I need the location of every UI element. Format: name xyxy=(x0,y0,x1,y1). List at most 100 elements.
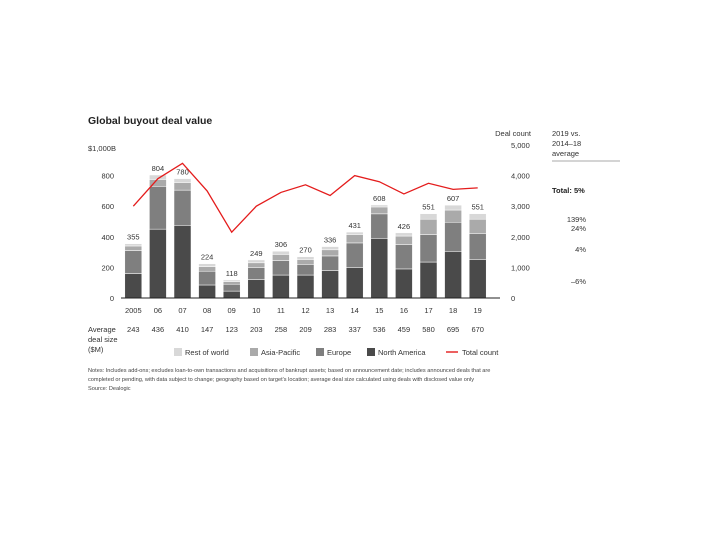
y-left-tick-2: 400 xyxy=(101,233,114,242)
comparison-north-america: –6% xyxy=(571,277,586,286)
avg-deal-size-2005: 243 xyxy=(127,325,140,334)
bar-total-label-09: 118 xyxy=(226,269,238,278)
x-tick-17: 17 xyxy=(424,306,432,315)
bar-north-america-2005 xyxy=(124,273,143,299)
x-tick-07: 07 xyxy=(178,306,186,315)
legend-swatch-north-america xyxy=(367,348,375,356)
y-right-tick-3: 3,000 xyxy=(511,202,530,211)
y-right-tick-4: 4,000 xyxy=(511,172,530,181)
total-count-line xyxy=(132,162,478,234)
bar-rest-of-world-19 xyxy=(468,213,487,220)
bar-total-label-15: 608 xyxy=(373,194,386,203)
y-left-tick-3: 600 xyxy=(101,202,114,211)
bar-total-label-16: 426 xyxy=(398,222,411,231)
bar-north-america-16 xyxy=(395,268,413,299)
bar-asia-pacific-16 xyxy=(395,235,413,245)
legend-label-europe: Europe xyxy=(327,348,351,357)
comparison-europe: 4% xyxy=(575,245,586,254)
y-left-tick-4: 800 xyxy=(101,172,114,181)
legend-label-rest-of-world: Rest of world xyxy=(185,348,229,357)
bar-europe-19 xyxy=(468,233,487,261)
bar-total-label-11: 306 xyxy=(275,240,288,249)
x-tick-19: 19 xyxy=(474,306,482,315)
bar-north-america-15 xyxy=(370,238,389,299)
average-deal-size-row: 243 436 410 147 123 203 258 209 283 337 536 459 580 6… xyxy=(127,325,484,334)
bar-asia-pacific-13 xyxy=(321,249,339,257)
bar-europe-16 xyxy=(395,244,413,270)
avg-deal-size-18: 695 xyxy=(447,325,460,334)
bar-asia-pacific-11 xyxy=(272,254,290,261)
bar-rest-of-world-07 xyxy=(173,178,192,183)
legend-label-total-count: Total count xyxy=(462,348,499,357)
bar-rest-of-world-09 xyxy=(222,279,241,282)
bar-north-america-18 xyxy=(444,251,462,299)
avg-deal-size-label-3: ($M) xyxy=(88,345,104,354)
y-right-tick-5: 5,000 xyxy=(511,141,530,150)
avg-deal-size-07: 410 xyxy=(176,325,189,334)
y-right-tick-0: 0 xyxy=(511,294,515,303)
bar-total-labels: 355 804 780 224 118 249 306 270 336 431 608 426 551 6… xyxy=(127,164,484,278)
notes-line-3: Source: Dealogic xyxy=(88,386,131,392)
comparison-rest-of-world: 139% xyxy=(567,215,587,224)
bar-total-label-2005: 355 xyxy=(127,233,140,242)
bar-asia-pacific-15 xyxy=(370,206,389,215)
y-left-tick-1: 200 xyxy=(101,263,114,272)
avg-deal-size-06: 436 xyxy=(152,325,165,334)
bar-rest-of-world-2005 xyxy=(124,243,143,247)
avg-deal-size-12: 209 xyxy=(299,325,312,334)
bar-total-label-07: 780 xyxy=(176,168,189,177)
bar-asia-pacific-19 xyxy=(468,218,487,234)
bar-rest-of-world-18 xyxy=(444,204,462,211)
avg-deal-size-13: 283 xyxy=(324,325,337,334)
x-tick-14: 14 xyxy=(351,306,359,315)
right-axis-title: Deal count xyxy=(495,129,532,138)
legend-label-asia-pacific: Asia-Pacific xyxy=(261,348,300,357)
bar-europe-08 xyxy=(198,270,216,286)
legend-swatch-rest-of-world xyxy=(174,348,182,356)
bar-europe-17 xyxy=(419,234,438,263)
bar-total-label-08: 224 xyxy=(201,253,214,262)
x-tick-11: 11 xyxy=(277,306,285,315)
comparison-asia-pacific: 24% xyxy=(571,224,586,233)
notes-line-2: completed or pending, with data subject … xyxy=(88,377,475,383)
notes-line-1: Notes: Includes add-ons; excludes loan-t… xyxy=(88,368,491,374)
comparison-header-3: average xyxy=(552,149,579,158)
bar-asia-pacific-10 xyxy=(247,262,266,268)
stacked-bars xyxy=(124,174,487,299)
bar-total-label-10: 249 xyxy=(250,249,263,258)
legend: Rest of world Asia-Pacific Europe North Ame… xyxy=(174,348,499,357)
bar-rest-of-world-16 xyxy=(395,232,413,237)
y-left-tick-0: 0 xyxy=(110,294,114,303)
bar-rest-of-world-13 xyxy=(321,246,339,251)
bar-asia-pacific-07 xyxy=(173,182,192,191)
bar-north-america-06 xyxy=(149,228,167,299)
right-axis-ticks: 0 1,000 2,000 3,000 4,000 5,000 xyxy=(511,141,530,303)
bar-rest-of-world-17 xyxy=(419,213,438,220)
bar-rest-of-world-10 xyxy=(247,259,266,264)
bar-europe-18 xyxy=(444,222,462,252)
bar-europe-09 xyxy=(222,283,241,292)
legend-swatch-europe xyxy=(316,348,324,356)
x-tick-18: 18 xyxy=(449,306,457,315)
bar-europe-15 xyxy=(370,213,389,239)
avg-deal-size-10: 203 xyxy=(250,325,263,334)
x-tick-06: 06 xyxy=(154,306,162,315)
avg-deal-size-16: 459 xyxy=(398,325,411,334)
x-tick-13: 13 xyxy=(326,306,334,315)
avg-deal-size-15: 536 xyxy=(373,325,386,334)
bar-rest-of-world-11 xyxy=(272,250,290,255)
bar-rest-of-world-12 xyxy=(296,256,315,260)
avg-deal-size-17: 580 xyxy=(422,325,435,334)
avg-deal-size-label-2: deal size xyxy=(88,335,118,344)
bar-north-america-07 xyxy=(173,225,192,299)
chart-title: Global buyout deal value xyxy=(88,115,212,127)
bar-asia-pacific-08 xyxy=(198,266,216,272)
bar-total-label-14: 431 xyxy=(348,221,361,230)
legend-label-north-america: North America xyxy=(378,348,426,357)
bar-total-label-13: 336 xyxy=(324,236,337,245)
bar-north-america-10 xyxy=(247,279,266,299)
bar-total-label-19: 551 xyxy=(471,203,484,212)
bar-north-america-12 xyxy=(296,274,315,299)
x-tick-10: 10 xyxy=(252,306,260,315)
left-axis-title: $1,000B xyxy=(88,144,116,153)
